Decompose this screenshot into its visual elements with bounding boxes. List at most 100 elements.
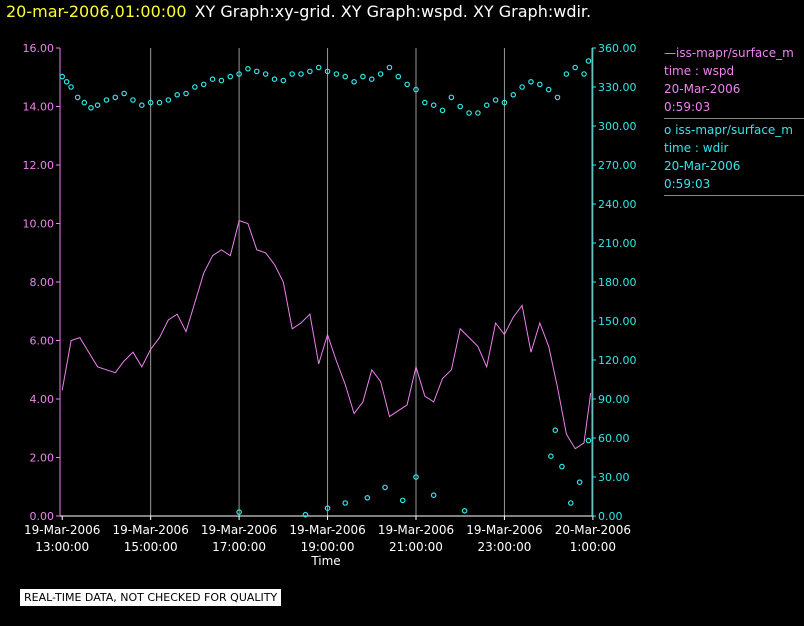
wdir-data-point [130,97,136,103]
wdir-data-point [236,509,242,515]
header-title: XY Graph:xy-grid. XY Graph:wspd. XY Grap… [194,2,592,21]
wdir-data-point [492,97,499,103]
x-axis-tick-label-time: 1:00:00 [570,540,616,554]
right-axis-tick-label: 0.00 [598,510,623,523]
wdir-data-point [475,110,481,116]
wdir-data-point [430,492,437,499]
wdir-data-point [548,453,554,460]
wdir-data-point [545,86,552,93]
legend-wspd: —iss-mapr/surface_m time : wspd 20-Mar-2… [664,44,804,119]
wdir-data-point [576,479,583,486]
right-axis-tick-label: 300.00 [598,120,637,133]
wdir-data-point [94,102,101,109]
wdir-data-point [413,474,419,480]
x-axis-tick-label-date: 19-Mar-2006 [466,523,542,537]
wdir-data-point [404,81,410,88]
wdir-data-point [501,99,508,106]
x-axis-tick-label-time: 13:00:00 [35,540,89,554]
wdir-data-point [382,484,388,491]
left-axis-tick-label: 2.00 [30,452,55,465]
wdir-data-point [360,73,366,80]
legend-wspd-name: time : wspd [664,64,735,78]
wdir-data-point [253,68,260,75]
wdir-data-point [351,79,357,85]
wdir-data-point [192,84,198,90]
right-axis-tick-label: 360.00 [598,42,637,55]
wdir-data-point [377,71,384,77]
wdir-data-point [68,84,74,90]
left-axis-tick-label: 14.00 [23,101,55,114]
wdir-data-point [537,81,543,88]
wdir-data-point [413,86,419,93]
quality-note: REAL-TIME DATA, NOT CHECKED FOR QUALITY [20,589,282,606]
wdir-data-point [466,110,472,116]
wdir-data-point [227,73,234,80]
wdir-data-point [368,76,375,83]
wdir-data-point [280,77,287,84]
x-axis-tick-label-date: 19-Mar-2006 [24,523,100,537]
wdir-data-point [563,71,570,77]
wdir-data-point [289,71,295,77]
wdir-data-point [528,79,534,85]
wdir-data-point [395,73,402,80]
x-axis-tick-label-time: 15:00:00 [124,540,178,554]
wdir-data-point [103,97,110,103]
wdir-data-point [510,92,517,98]
wdir-data-point [439,107,446,114]
wdir-data-point [81,99,88,106]
x-axis-tick-label-date: 19-Mar-2006 [378,523,454,537]
right-axis-tick-label: 270.00 [598,159,637,172]
legend: —iss-mapr/surface_m time : wspd 20-Mar-2… [664,44,804,198]
x-axis-tick-label-time: 23:00:00 [477,540,531,554]
wdir-data-point [245,66,251,72]
wdir-data-point [74,94,81,101]
wdir-data-point [183,90,189,97]
wdir-data-point [63,79,70,85]
wdir-data-point [567,500,574,506]
wdir-data-point [315,64,322,71]
wdir-data-point [572,64,578,71]
legend-wspd-time: 0:59:03 [664,100,711,114]
wdir-data-point [307,68,313,75]
wdir-data-point [585,58,592,64]
wdir-data-point [399,497,406,504]
x-axis-tick-label-date: 20-Mar-2006 [555,523,631,537]
wdir-data-point [559,463,565,470]
wdir-data-point [324,505,331,512]
wdir-data-point [386,64,393,71]
wdir-data-point [448,94,455,101]
legend-wspd-source: —iss-mapr/surface_m [664,46,794,60]
wdir-data-point [302,511,309,518]
wdir-data-point [156,99,163,106]
wdir-data-point [552,427,559,434]
wdir-data-point [236,71,242,77]
right-axis-tick-label: 30.00 [598,471,630,484]
wdir-data-point [554,94,561,101]
wdir-data-point [581,71,587,77]
wdir-data-point [461,507,468,514]
wdir-data-point [364,494,371,501]
wdir-data-point [209,76,216,83]
wdir-data-point [271,76,278,83]
x-axis-tick-label-date: 19-Mar-2006 [201,523,277,537]
right-axis-tick-label: 180.00 [598,276,637,289]
wdir-data-point [457,103,464,110]
wdir-data-point [262,71,269,77]
wdir-data-point [585,437,592,444]
right-axis-tick-label: 150.00 [598,315,637,328]
wdir-data-point [147,99,154,106]
left-axis-tick-label: 16.00 [23,42,55,55]
wdir-data-point [121,90,127,97]
left-axis-tick-label: 8.00 [30,276,55,289]
left-axis-tick-label: 0.00 [30,510,55,523]
wdir-data-point [324,68,331,75]
wdir-data-point [342,73,349,80]
left-axis-tick-label: 12.00 [23,159,55,172]
wdir-data-point [88,105,94,111]
x-axis-tick-label-time: 17:00:00 [212,540,266,554]
wdir-data-point [483,102,490,109]
right-axis-tick-label: 120.00 [598,354,637,367]
left-axis-tick-label: 10.00 [23,218,55,231]
right-axis-tick-label: 210.00 [598,237,637,250]
